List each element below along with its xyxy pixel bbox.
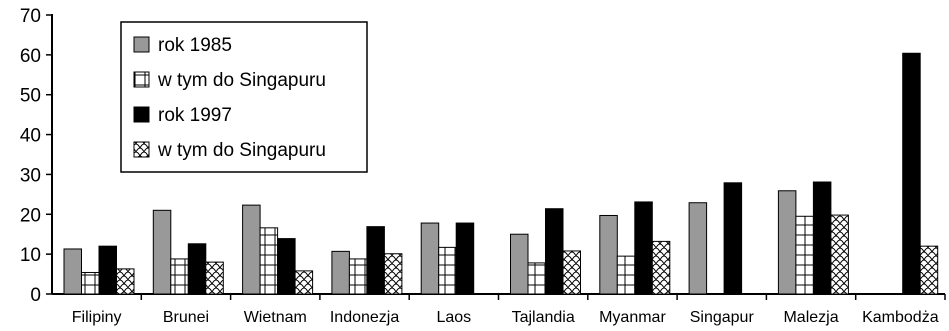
bar-singapur-s2 xyxy=(723,182,743,295)
bar-wietnam-s2 xyxy=(277,238,296,295)
legend-swatch xyxy=(133,36,150,53)
legend-swatch xyxy=(133,71,150,88)
bar-myanmar-s0 xyxy=(599,214,618,295)
axis-labels: 0 10 20 30 40 50 60 70 Filipiny Brunei Wietnam Indo… xyxy=(20,6,939,326)
x-tick-label: Laos xyxy=(436,309,471,326)
bar-brunei-s3 xyxy=(205,261,224,295)
bar-tajlandia-s2 xyxy=(545,208,564,295)
bar-brunei-s0 xyxy=(152,209,172,295)
bar-malezja-s2 xyxy=(812,181,832,295)
x-tick-label: Kambodża xyxy=(862,309,939,326)
bar-brunei-s1 xyxy=(170,258,189,295)
bar-filipiny-s3 xyxy=(116,268,135,295)
bar-indonezja-s0 xyxy=(331,250,350,295)
bar-brunei-s2 xyxy=(187,243,207,295)
legend: rok 1985 w tym do Singapuru rok 1997 w tym … xyxy=(120,21,368,173)
y-tick-label: 50 xyxy=(20,86,41,107)
bar-malezja-s1 xyxy=(795,215,814,295)
bar-filipiny-s2 xyxy=(98,245,117,295)
x-tick-label: Indonezja xyxy=(330,309,399,326)
legend-label: rok 1985 xyxy=(158,35,232,56)
bar-laos-s1 xyxy=(438,246,457,295)
legend-label: rok 1997 xyxy=(158,105,232,126)
legend-label: w tym do Singapuru xyxy=(157,140,326,161)
bar-kambodża-s2 xyxy=(902,52,921,295)
y-tick-label: 10 xyxy=(20,245,41,266)
bar-tajlandia-s0 xyxy=(510,233,529,295)
y-tick-label: 20 xyxy=(20,205,41,226)
x-tick-label: Myanmar xyxy=(599,309,666,326)
y-tick-label: 40 xyxy=(20,126,41,147)
legend-label: w tym do Singapuru xyxy=(157,70,326,91)
bar-wietnam-s3 xyxy=(294,270,314,295)
y-tick-label: 0 xyxy=(30,285,41,306)
x-tick-label: Tajlandia xyxy=(512,309,575,326)
bar-myanmar-s2 xyxy=(634,201,653,295)
bar-malezja-s0 xyxy=(777,190,797,295)
x-tick-label: Singapur xyxy=(690,309,755,326)
x-tick-label: Wietnam xyxy=(244,309,307,326)
bar-myanmar-s1 xyxy=(616,255,636,295)
bar-myanmar-s3 xyxy=(651,240,671,295)
bar-singapur-s0 xyxy=(688,202,708,295)
x-tick-label: Filipiny xyxy=(72,309,122,326)
legend-swatch xyxy=(133,141,150,158)
legend-swatch xyxy=(133,106,150,123)
bar-tajlandia-s3 xyxy=(562,250,581,295)
bar-laos-s2 xyxy=(455,222,475,295)
y-tick-label: 70 xyxy=(20,6,41,27)
bar-laos-s0 xyxy=(420,222,440,295)
bar-filipiny-s1 xyxy=(81,271,100,295)
bar-wietnam-s1 xyxy=(259,227,279,295)
legend-box xyxy=(120,21,368,173)
bars xyxy=(63,52,939,295)
x-tick-label: Malezja xyxy=(783,309,838,326)
y-tick-label: 60 xyxy=(20,46,41,67)
bar-tajlandia-s1 xyxy=(527,262,546,295)
bar-malezja-s3 xyxy=(830,214,849,295)
bar-filipiny-s0 xyxy=(63,248,82,295)
y-tick-label: 30 xyxy=(20,165,41,186)
x-tick-label: Brunei xyxy=(163,309,209,326)
bar-indonezja-s3 xyxy=(383,253,403,295)
bar-kambodża-s3 xyxy=(919,245,939,295)
bar-indonezja-s2 xyxy=(366,226,385,295)
bar-indonezja-s1 xyxy=(348,258,368,295)
bar-wietnam-s0 xyxy=(242,204,261,295)
